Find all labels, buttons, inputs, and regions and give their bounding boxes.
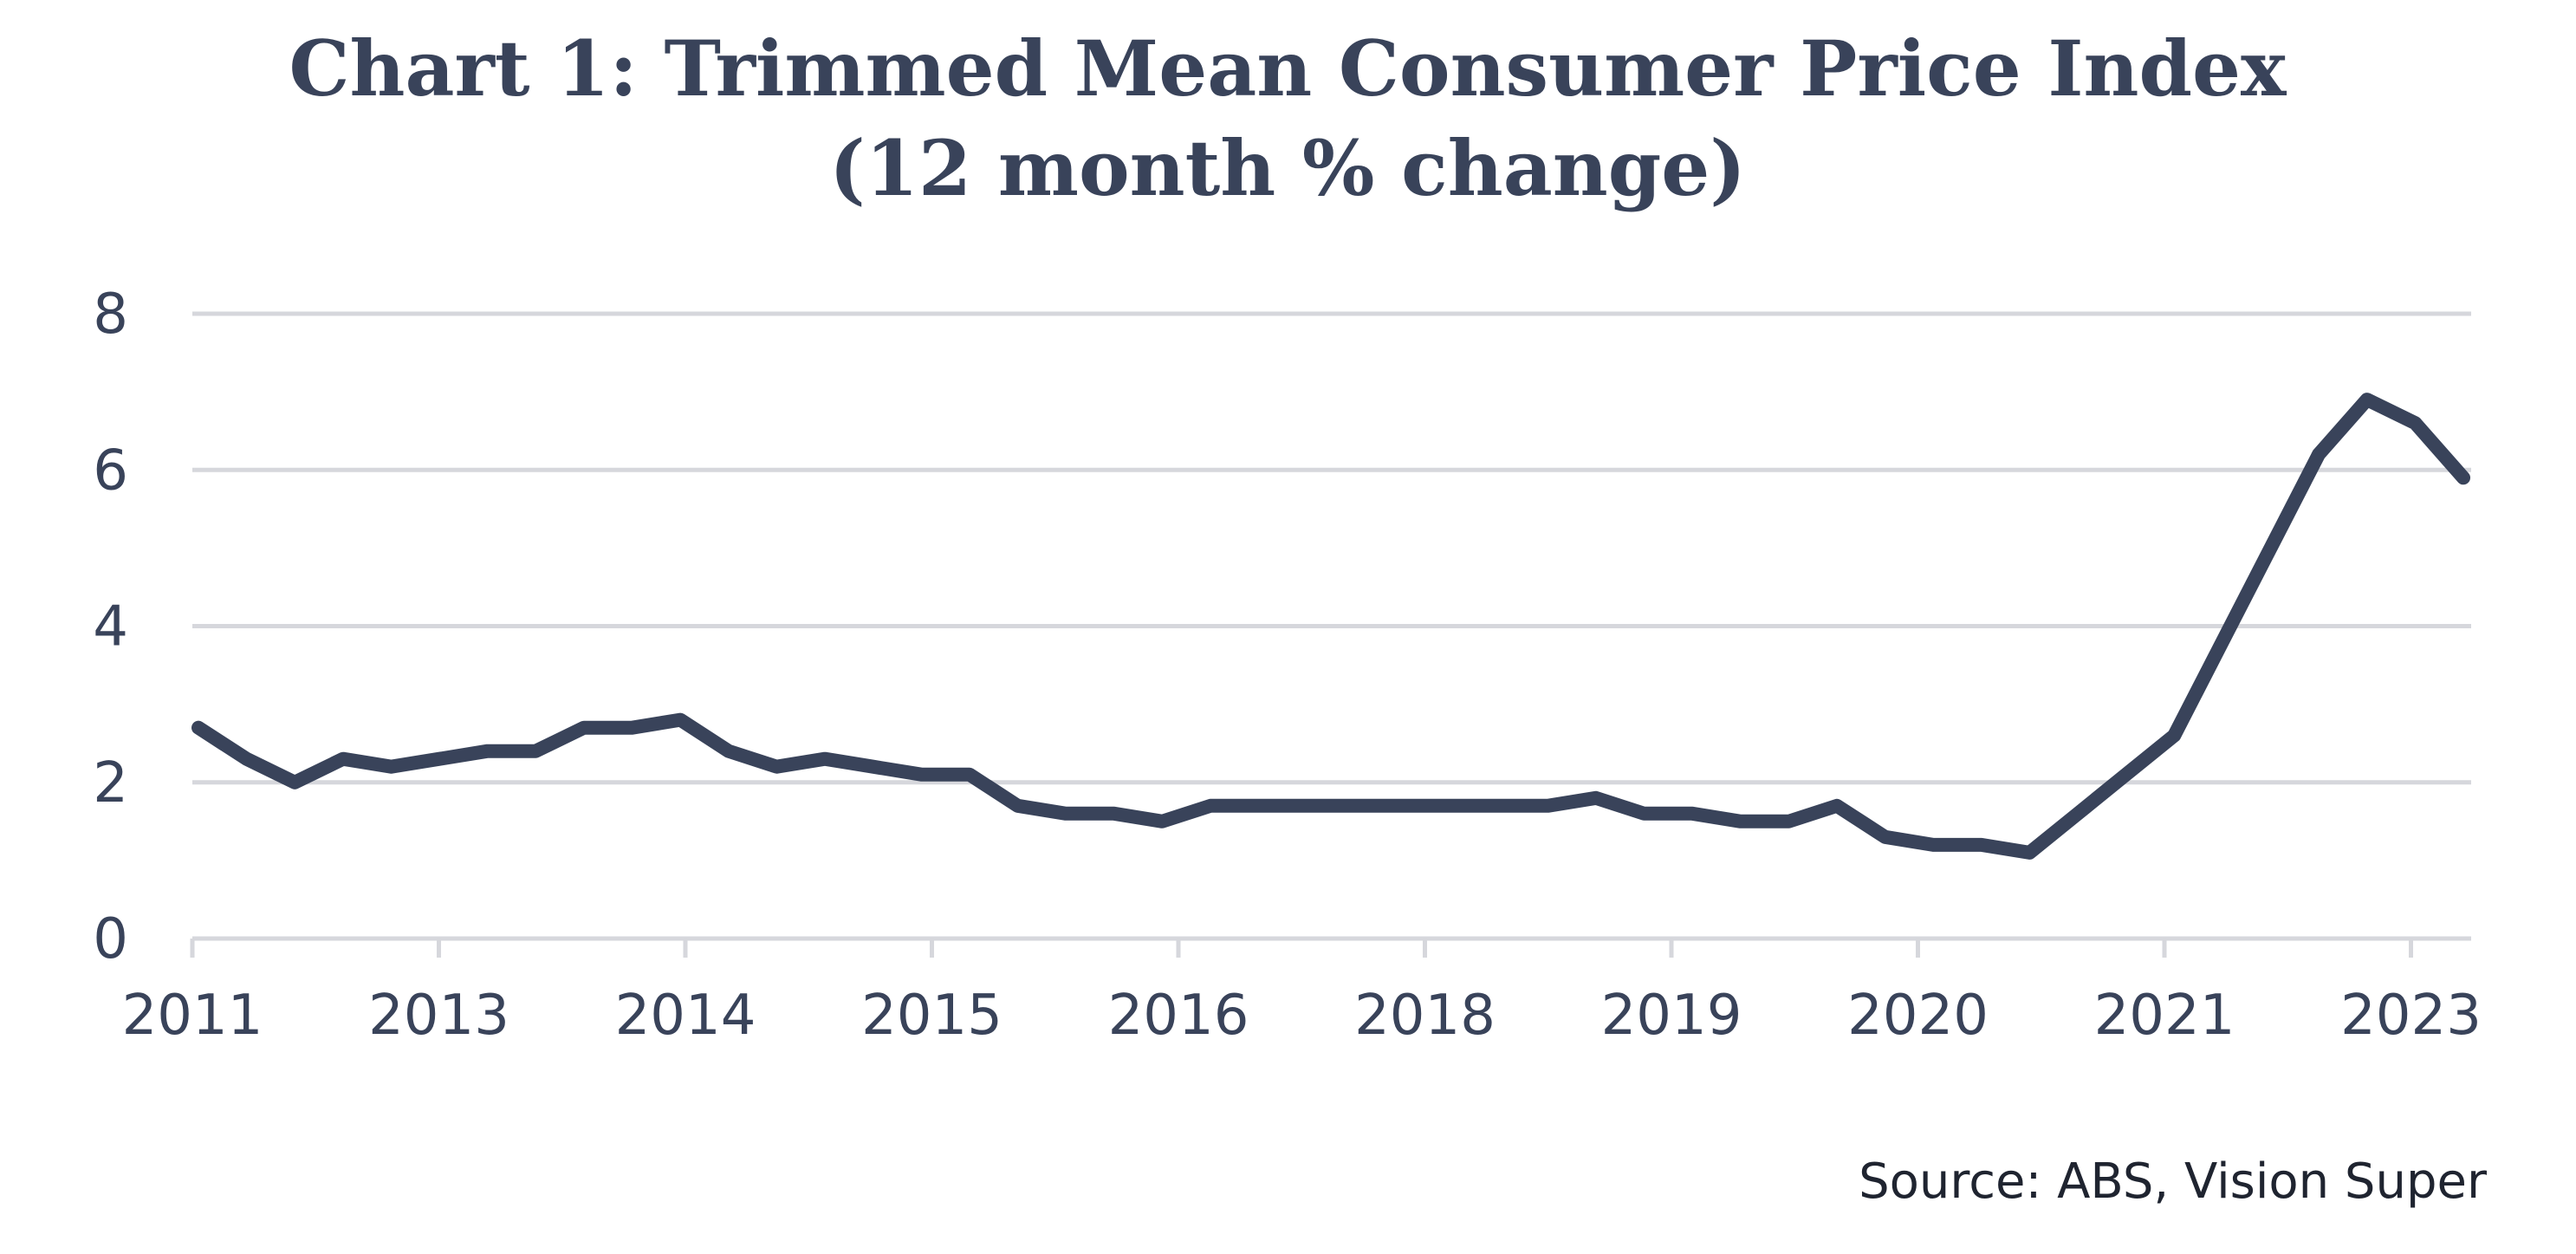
gridlines: [192, 311, 2471, 785]
x-tick-label-2023: 2023: [2340, 984, 2482, 1048]
x-tick-label-2020: 2020: [1847, 984, 1989, 1048]
y-tick-label-8: 8: [93, 283, 128, 347]
x-tick-label-2013: 2013: [368, 984, 509, 1048]
x-tick-label-2016: 2016: [1108, 984, 1249, 1048]
chart-title-line-1: Chart 1: Trimmed Mean Consumer Price Ind…: [289, 23, 2288, 114]
source-note: Source: ABS, Vision Super: [1859, 1153, 2488, 1210]
y-tick-label-2: 2: [93, 751, 128, 815]
x-tick-label-2014: 2014: [615, 984, 756, 1048]
x-tick-label-2018: 2018: [1354, 984, 1496, 1048]
series-line-trimmed-mean-cpi: [191, 393, 2470, 860]
x-tick-label-2011: 2011: [122, 984, 263, 1048]
y-tick-label-6: 6: [93, 439, 128, 503]
x-axis: [190, 936, 2471, 958]
y-axis-tick-labels: 0 2 4 6 8: [93, 283, 128, 971]
y-tick-label-0: 0: [93, 907, 128, 971]
chart-title-line-2: (12 month % change): [829, 123, 1746, 213]
y-tick-label-4: 4: [93, 595, 128, 659]
x-tick-label-2021: 2021: [2094, 984, 2235, 1048]
x-tick-label-2015: 2015: [861, 984, 1002, 1048]
x-axis-tick-labels: 2011 2013 2014 2015 2016 2018 2019 2020 2021 2023: [122, 984, 2482, 1048]
series-layer: [191, 393, 2470, 860]
x-tick-label-2019: 2019: [1601, 984, 1742, 1048]
